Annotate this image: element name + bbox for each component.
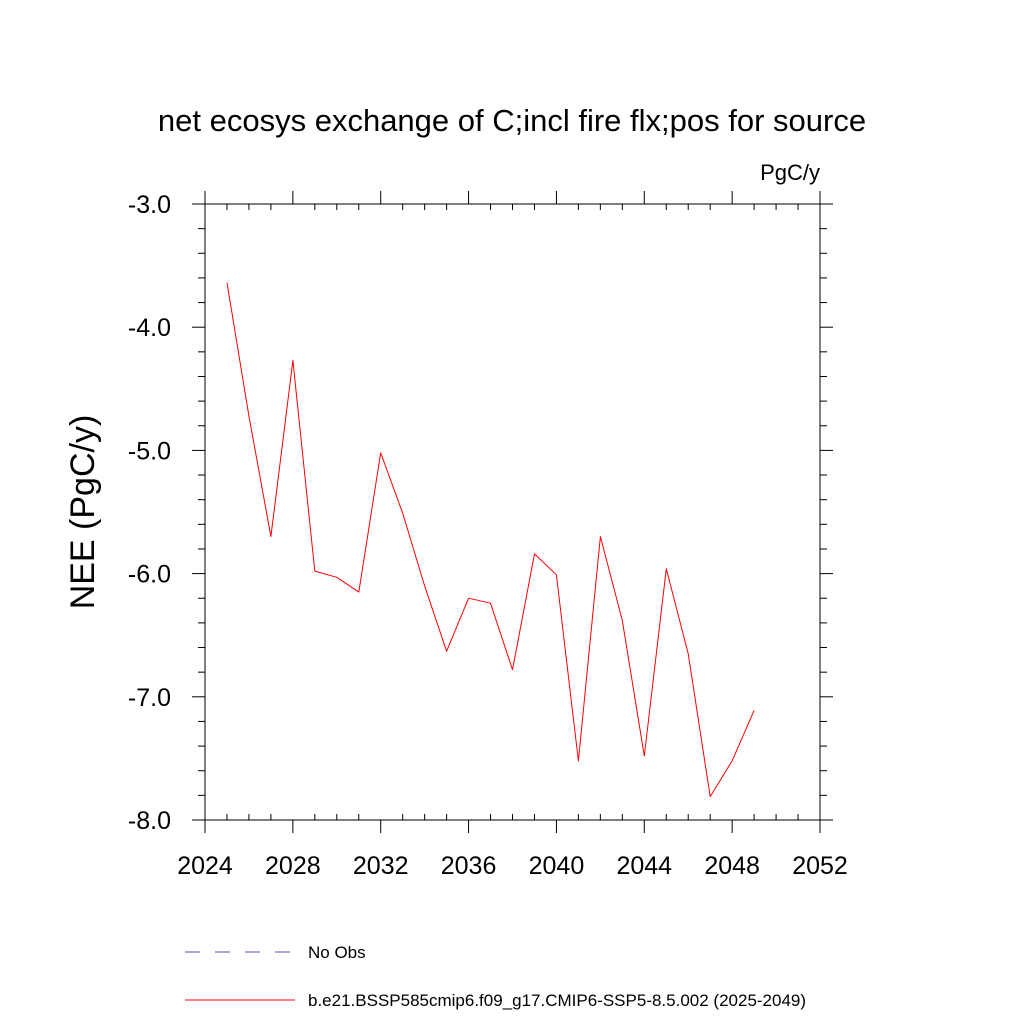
y-tick-label: -7.0 [128, 684, 171, 712]
y-tick-label: -3.0 [128, 191, 171, 219]
legend: No Obs b.e21.BSSP585cmip6.f09_g17.CMIP6-S… [185, 943, 806, 1010]
y-tick-labels: -3.0 -4.0 -5.0 -6.0 -7.0 -8.0 [128, 191, 171, 835]
units-label: PgC/y [760, 160, 820, 185]
x-tick-label: 2028 [265, 852, 321, 880]
x-tick-labels: 2024 2028 2032 2036 2040 2044 2048 2052 [177, 852, 848, 880]
y-tick-label: -6.0 [128, 561, 171, 589]
x-tick-label: 2036 [441, 852, 497, 880]
y-tick-label: -5.0 [128, 437, 171, 465]
legend-label: No Obs [308, 943, 366, 962]
series-line [226, 282, 755, 798]
y-axis-label: NEE (PgC/y) [64, 415, 102, 610]
legend-label: b.e21.BSSP585cmip6.f09_g17.CMIP6-SSP5-8.… [308, 991, 806, 1010]
plot-frame [204, 203, 821, 821]
series-group [226, 282, 755, 798]
axis-ticks [192, 191, 833, 833]
x-tick-label: 2044 [616, 852, 672, 880]
x-tick-label: 2024 [177, 852, 233, 880]
y-tick-label: -4.0 [128, 314, 171, 342]
x-tick-label: 2032 [353, 852, 409, 880]
x-tick-label: 2052 [792, 852, 848, 880]
x-tick-label: 2048 [704, 852, 760, 880]
x-tick-label: 2040 [529, 852, 585, 880]
y-tick-label: -8.0 [128, 807, 171, 835]
chart-title: net ecosys exchange of C;incl fire flx;p… [158, 103, 866, 138]
